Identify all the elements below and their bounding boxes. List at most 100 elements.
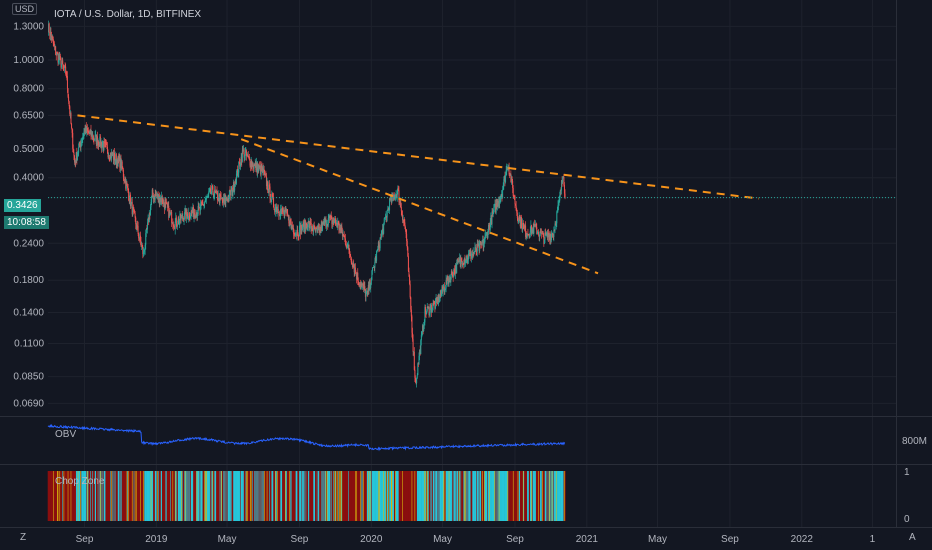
chop-zone-bar (488, 471, 490, 521)
obv-panel[interactable] (47, 423, 566, 452)
candle-body (195, 212, 197, 218)
candle-body (412, 332, 414, 340)
candle-body (505, 170, 507, 175)
currency-badge[interactable]: USD (12, 3, 38, 15)
chop-zone-bar (411, 471, 412, 521)
candle-body (519, 216, 521, 218)
candle-body (308, 221, 310, 229)
candle-body (128, 200, 130, 202)
candle-body (412, 339, 414, 352)
chop-zone-bar (320, 471, 322, 521)
chop-zone-bar (111, 471, 113, 521)
chop-zone-bar (266, 471, 268, 521)
chop-zone-bar (469, 471, 471, 521)
chop-zone-bar (216, 471, 218, 521)
candle-body (551, 233, 553, 235)
chop-zone-bar (156, 471, 158, 521)
chop-zone-bar (368, 471, 369, 521)
candle-body (457, 260, 459, 264)
chop-zone-bar (509, 471, 511, 521)
candle-body (257, 165, 259, 170)
candle-body (527, 233, 529, 235)
candle-body (70, 113, 72, 124)
chop-zone-bar (481, 471, 483, 521)
chop-zone-bar (322, 471, 324, 521)
chop-zone-bar (394, 471, 396, 521)
chop-zone-bar (553, 471, 555, 521)
chop-zone-bar (441, 471, 442, 521)
chop-zone-bar (103, 471, 105, 521)
candle-body (183, 219, 185, 222)
chop-zone-bar (148, 471, 150, 521)
candle-body (465, 261, 467, 263)
candle-body (340, 226, 342, 230)
candle-body (221, 198, 223, 201)
candlestick-series[interactable] (48, 20, 566, 388)
chop-zone-bar (172, 471, 174, 521)
chop-zone-bar (260, 471, 262, 521)
chop-zone-bar (478, 471, 480, 521)
chop-zone-bar (332, 471, 334, 521)
candle-body (411, 316, 413, 333)
chop-zone-bar (459, 471, 461, 521)
chop-zone-bar (309, 471, 311, 521)
candle-body (159, 200, 161, 204)
chop-zone-bar (60, 471, 61, 521)
chop-zone-bar (146, 471, 148, 521)
chop-zone-bar (93, 471, 95, 521)
chop-zone-bar (408, 471, 410, 521)
chop-zone-bar (92, 471, 94, 521)
chop-zone-bar (201, 471, 203, 521)
candle-body (95, 134, 97, 145)
candle-body (533, 224, 535, 234)
candle-body (62, 60, 64, 65)
chop-zone-bar (88, 471, 90, 521)
candle-body (193, 213, 195, 218)
candle-body (112, 154, 114, 156)
candle-body (127, 187, 129, 193)
chop-zone-bar (499, 471, 501, 521)
candle-body (175, 217, 177, 226)
chop-zone-bar (255, 471, 257, 521)
candle-body (546, 232, 548, 238)
time-axis[interactable]: Sep 2019 May Sep 2020 May Sep 2021 May Sep 2022 1 (76, 534, 876, 545)
candle-body (376, 250, 378, 251)
chop-zone-bar (236, 471, 238, 521)
candle-body (302, 222, 304, 229)
candle-body (172, 225, 174, 226)
chop-zone-bar (479, 471, 481, 521)
chop-axis-top: 1 (904, 467, 910, 478)
candle-body (247, 154, 249, 157)
candle-body (494, 204, 496, 206)
price-axis[interactable]: 1.30001.00000.80000.65000.50000.40000.24… (13, 21, 44, 409)
candle-body (534, 225, 536, 227)
candle-body (391, 196, 393, 203)
candle-body (323, 221, 325, 225)
auto-scale-button[interactable]: A (909, 532, 916, 543)
candle-body (423, 322, 425, 326)
chop-zone-panel[interactable] (47, 471, 566, 521)
chop-zone-bar (501, 471, 503, 521)
chop-zone-bar (495, 471, 497, 521)
chop-zone-bar (219, 471, 221, 521)
candle-body (210, 192, 212, 194)
candle-body (547, 232, 549, 238)
candle-body (366, 290, 368, 292)
chop-zone-bar (279, 471, 281, 521)
chop-zone-bar (375, 471, 377, 521)
chop-zone-bar (389, 471, 391, 521)
zoom-button[interactable]: Z (20, 532, 27, 543)
candle-body (334, 219, 336, 222)
chop-zone-bar (452, 471, 454, 521)
trendline-layer[interactable] (77, 114, 759, 275)
chop-zone-bar (216, 471, 218, 521)
candle-body (561, 180, 563, 191)
chop-zone-bar (144, 471, 146, 521)
candle-body (244, 152, 246, 156)
candle-body (417, 363, 419, 365)
candle-body (386, 215, 388, 218)
candle-body (332, 220, 334, 222)
candle-body (433, 303, 435, 305)
chop-zone-bar (120, 471, 122, 521)
